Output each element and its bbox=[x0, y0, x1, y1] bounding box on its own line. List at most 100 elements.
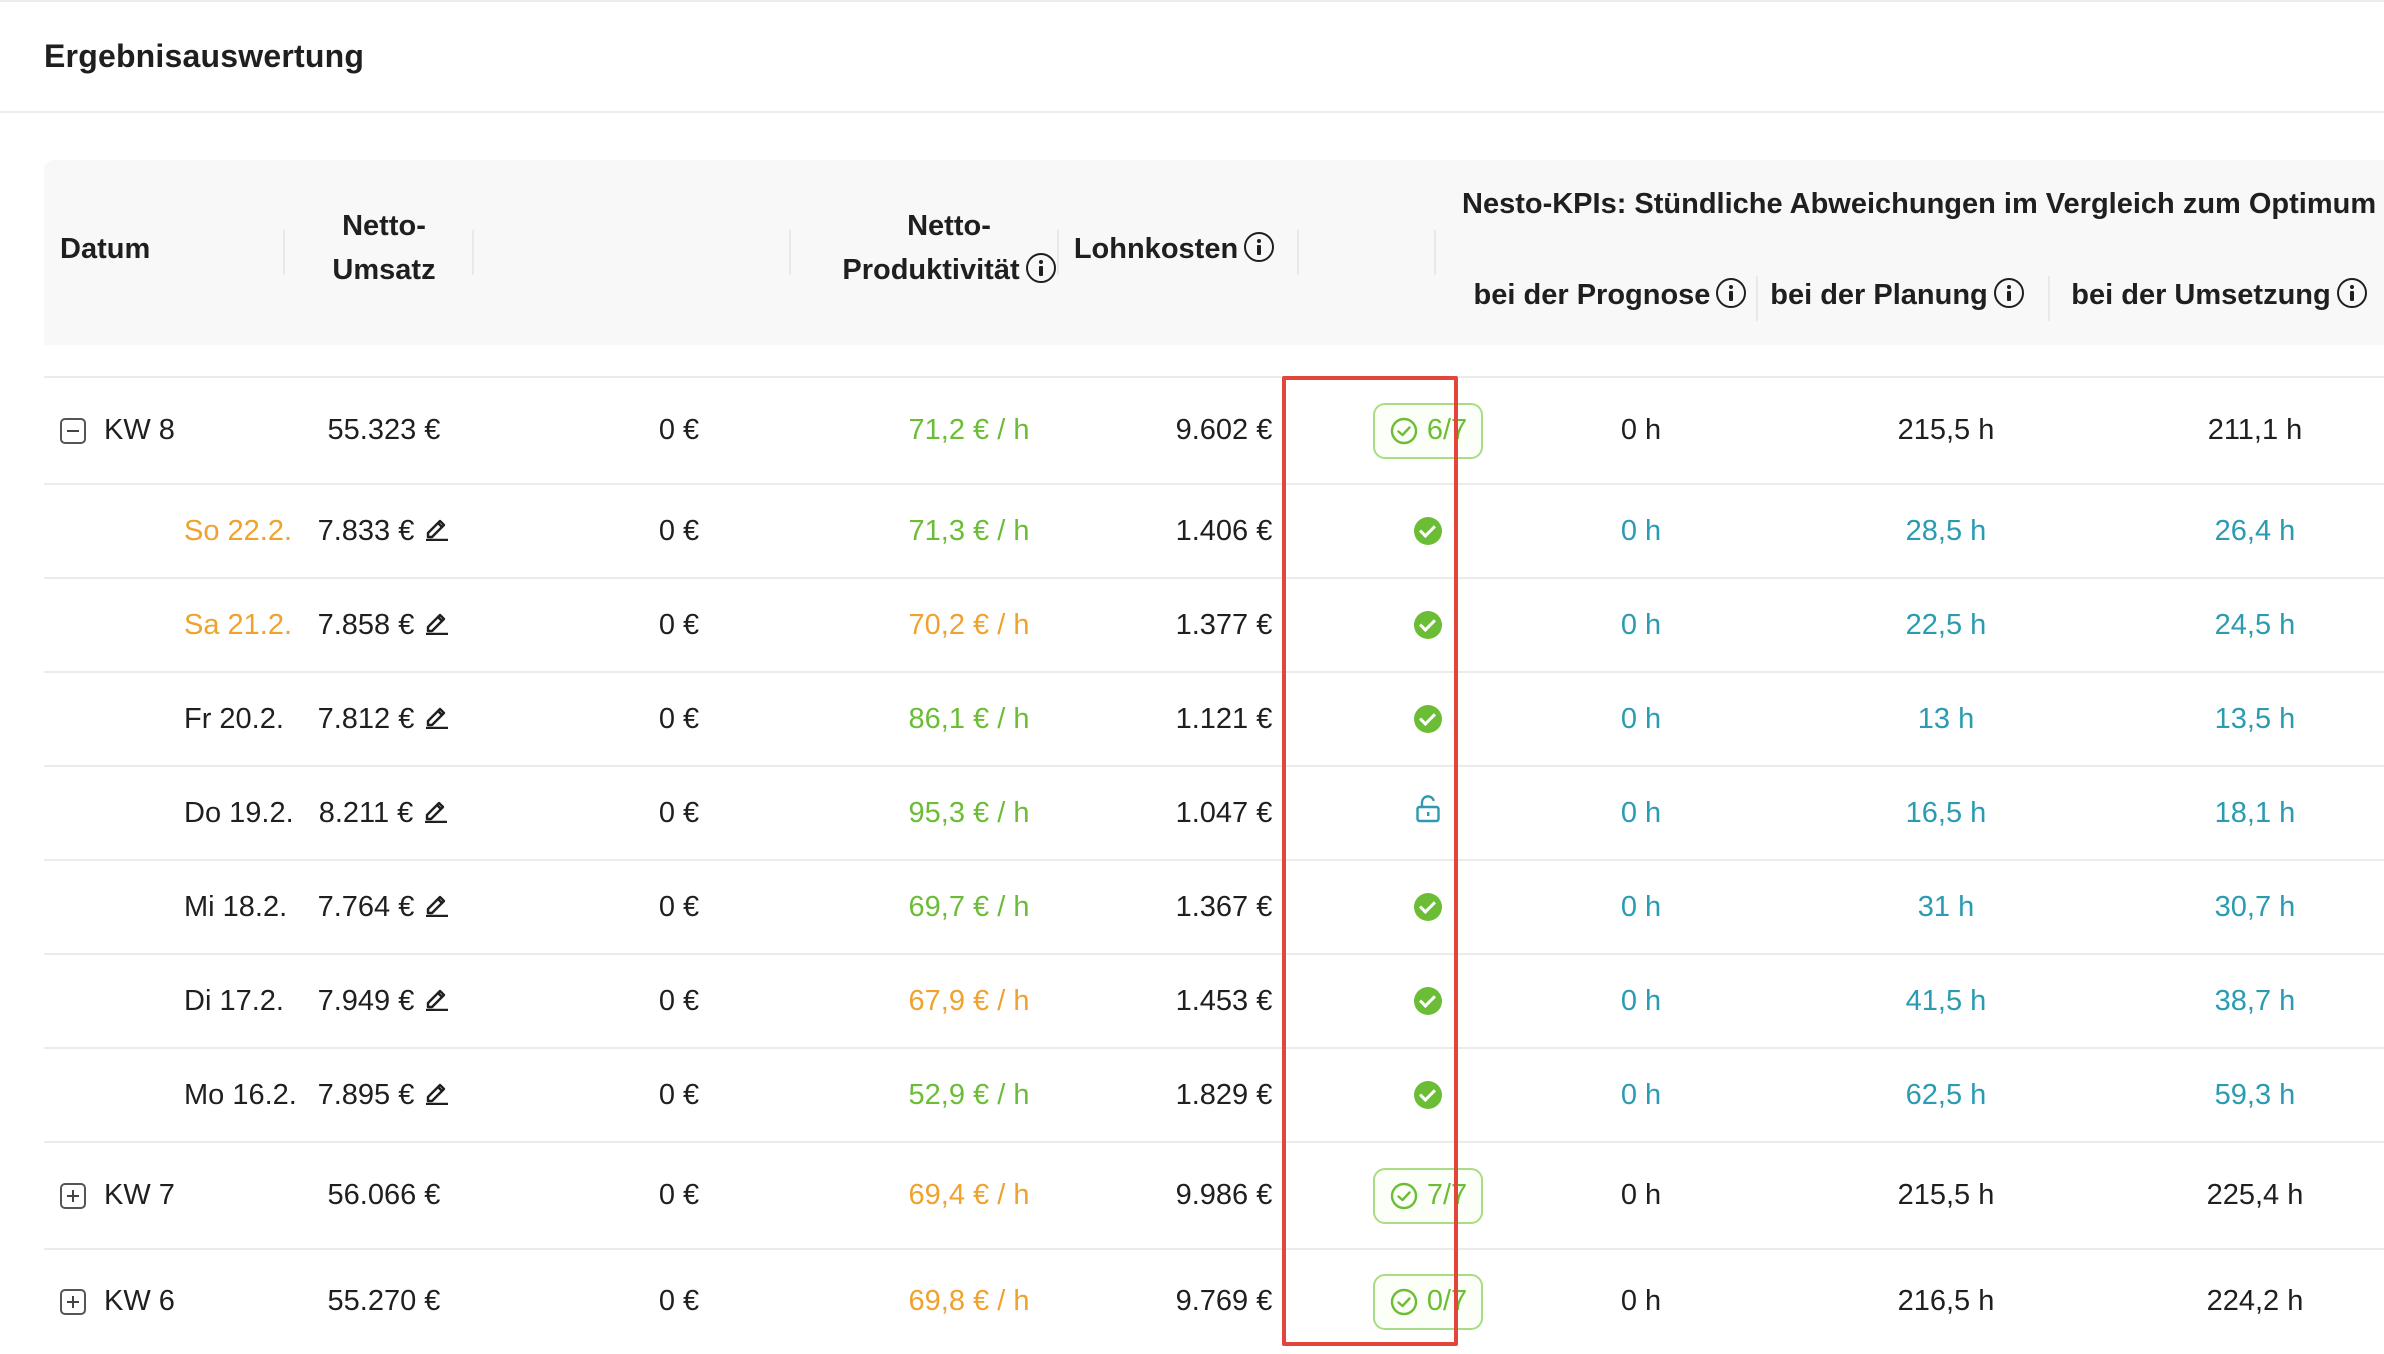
header-umsetzung[interactable]: bei der Umsetzung bbox=[2054, 273, 2384, 317]
kpi-umsetzung-value: 13,5 h bbox=[2110, 673, 2384, 765]
kpi-umsetzung-value: 224,2 h bbox=[2110, 1250, 2384, 1353]
edit-pencil-icon[interactable] bbox=[424, 701, 450, 737]
table-row-day[interactable]: Di 17.2. 7.949 € 0 € 67,9 € / h 1.453 € 0 h 41… bbox=[44, 953, 2384, 1047]
status-badge[interactable]: 6/7 bbox=[1372, 402, 1484, 459]
netto-produktivitaet-value: 52,9 € / h bbox=[824, 1049, 1114, 1141]
netto-produktivitaet-value-text: 69,4 € / h bbox=[908, 1179, 1030, 1211]
kpi-planung-value: 31 h bbox=[1801, 861, 2091, 953]
info-icon[interactable] bbox=[1993, 278, 2024, 308]
row-date: Mi 18.2. bbox=[88, 861, 308, 953]
kpi-umsetzung-value: 30,7 h bbox=[2110, 861, 2384, 953]
lohnkosten-value: 1.829 € bbox=[1079, 1049, 1369, 1141]
kpi-umsetzung-value-text: 18,1 h bbox=[2214, 796, 2296, 829]
kpi-umsetzung-value: 59,3 h bbox=[2110, 1049, 2384, 1141]
kpi-planung-value: 13 h bbox=[1801, 673, 2091, 765]
status-badge[interactable]: 0/7 bbox=[1372, 1273, 1484, 1330]
netto-produktivitaet-value-text: 69,7 € / h bbox=[908, 890, 1030, 923]
edit-pencil-icon[interactable] bbox=[424, 607, 450, 643]
netto-produktivitaet-value-text: 71,2 € / h bbox=[908, 414, 1030, 446]
table-row-week[interactable]: KW 7 56.066 € 0 € 69,4 € / h 9.986 € 7/7 0 h 21… bbox=[44, 1141, 2384, 1248]
netto-umsatz-value[interactable]: 7.858 € bbox=[284, 579, 484, 671]
row-date-text: So 22.2. bbox=[184, 514, 293, 547]
status-badge-text: 0/7 bbox=[1426, 1285, 1468, 1317]
table-row-day[interactable]: Mi 18.2. 7.764 € 0 € 69,7 € / h 1.367 € 0 h 31… bbox=[44, 859, 2384, 953]
header-planung[interactable]: bei der Planung bbox=[1762, 273, 2032, 317]
edit-pencil-icon[interactable] bbox=[424, 889, 450, 925]
secondary-value-text: 0 € bbox=[658, 984, 700, 1017]
header-separator bbox=[1434, 230, 1436, 275]
netto-umsatz-value-text: 7.833 € bbox=[317, 514, 415, 547]
table-header: Datum Netto- Umsatz Netto- Produktivität… bbox=[44, 160, 2384, 345]
table-row-day[interactable]: Mo 16.2. 7.895 € 0 € 52,9 € / h 1.829 € 0 h 62… bbox=[44, 1047, 2384, 1141]
kpi-umsetzung-value: 38,7 h bbox=[2110, 955, 2384, 1047]
unlock-icon[interactable] bbox=[1414, 794, 1442, 832]
expand-icon[interactable] bbox=[60, 1182, 86, 1209]
header-netto-umsatz[interactable]: Netto- Umsatz bbox=[284, 204, 484, 292]
row-date-text: Mo 16.2. bbox=[184, 1078, 297, 1111]
kpi-umsetzung-value-text: 211,1 h bbox=[2207, 414, 2303, 446]
header-umsetzung-label: bei der Umsetzung bbox=[2071, 279, 2331, 311]
kpi-prognose-value: 0 h bbox=[1496, 378, 1786, 483]
status-cell bbox=[1286, 485, 1570, 577]
kpi-planung-value-text: 216,5 h bbox=[1897, 1285, 1995, 1317]
table-row-week[interactable]: KW 6 55.270 € 0 € 69,8 € / h 9.769 € 0/7 0 h 21… bbox=[44, 1248, 2384, 1353]
page-header: Ergebnisauswertung bbox=[0, 0, 2384, 113]
kpi-planung-value-text: 41,5 h bbox=[1905, 984, 1987, 1017]
edit-pencil-icon[interactable] bbox=[424, 1077, 450, 1113]
info-icon[interactable] bbox=[1244, 232, 1275, 262]
secondary-value-text: 0 € bbox=[658, 514, 700, 547]
kpi-prognose-value: 0 h bbox=[1496, 1049, 1786, 1141]
collapse-icon[interactable] bbox=[60, 417, 86, 444]
kpi-umsetzung-value-text: 38,7 h bbox=[2214, 984, 2296, 1017]
info-icon[interactable] bbox=[1716, 278, 1747, 308]
kpi-prognose-value: 0 h bbox=[1496, 579, 1786, 671]
page-title: Ergebnisauswertung bbox=[44, 38, 365, 74]
table-row-day[interactable]: Do 19.2. 8.211 € 0 € 95,3 € / h 1.047 € 0 h 16… bbox=[44, 765, 2384, 859]
info-icon[interactable] bbox=[2336, 278, 2367, 308]
netto-umsatz-value-text: 56.066 € bbox=[327, 1179, 441, 1211]
kpi-planung-value: 22,5 h bbox=[1801, 579, 2091, 671]
netto-produktivitaet-value-text: 71,3 € / h bbox=[908, 514, 1030, 547]
header-separator bbox=[1756, 276, 1758, 321]
edit-pencil-icon[interactable] bbox=[423, 795, 449, 831]
netto-umsatz-value[interactable]: 7.812 € bbox=[284, 673, 484, 765]
edit-pencil-icon[interactable] bbox=[424, 983, 450, 1019]
lohnkosten-value: 9.602 € bbox=[1079, 378, 1369, 483]
header-lohnkosten[interactable]: Lohnkosten bbox=[1060, 227, 1288, 271]
kpi-prognose-value-text: 0 h bbox=[1620, 984, 1662, 1017]
header-separator bbox=[1297, 230, 1299, 275]
netto-umsatz-value-text: 55.270 € bbox=[327, 1285, 441, 1317]
kpi-umsetzung-value: 26,4 h bbox=[2110, 485, 2384, 577]
kpi-prognose-value: 0 h bbox=[1496, 767, 1786, 859]
netto-umsatz-value[interactable]: 7.833 € bbox=[284, 485, 484, 577]
edit-pencil-icon[interactable] bbox=[424, 513, 450, 549]
netto-umsatz-value[interactable]: 7.895 € bbox=[284, 1049, 484, 1141]
table-row-week[interactable]: KW 8 55.323 € 0 € 71,2 € / h 9.602 € 6/7 0 h 21… bbox=[44, 376, 2384, 483]
lohnkosten-value-text: 1.047 € bbox=[1175, 796, 1273, 829]
status-cell bbox=[1286, 673, 1570, 765]
netto-umsatz-value[interactable]: 7.949 € bbox=[284, 955, 484, 1047]
status-badge[interactable]: 7/7 bbox=[1372, 1167, 1484, 1224]
table-row-day[interactable]: Fr 20.2. 7.812 € 0 € 86,1 € / h 1.121 € 0 h 13… bbox=[44, 671, 2384, 765]
header-separator bbox=[1057, 230, 1059, 275]
netto-umsatz-value[interactable]: 7.764 € bbox=[284, 861, 484, 953]
netto-umsatz-value: 55.270 € bbox=[284, 1250, 484, 1353]
table-row-day[interactable]: Sa 21.2. 7.858 € 0 € 70,2 € / h 1.377 € 0 h 22… bbox=[44, 577, 2384, 671]
header-prognose[interactable]: bei der Prognose bbox=[1440, 273, 1780, 317]
lohnkosten-value-text: 9.986 € bbox=[1175, 1179, 1273, 1211]
netto-umsatz-value[interactable]: 8.211 € bbox=[284, 767, 484, 859]
row-date: Di 17.2. bbox=[88, 955, 308, 1047]
kpi-prognose-value-text: 0 h bbox=[1620, 514, 1662, 547]
netto-produktivitaet-value: 69,4 € / h bbox=[824, 1143, 1114, 1248]
header-lohnkosten-label: Lohnkosten bbox=[1073, 233, 1239, 265]
kpi-prognose-value-text: 0 h bbox=[1620, 1078, 1662, 1111]
header-netto-produktivitaet[interactable]: Netto- Produktivität bbox=[804, 204, 1094, 292]
info-icon[interactable] bbox=[1025, 253, 1056, 283]
table-row-day[interactable]: So 22.2. 7.833 € 0 € 71,3 € / h 1.406 € 0 h 28… bbox=[44, 483, 2384, 577]
netto-produktivitaet-value: 69,7 € / h bbox=[824, 861, 1114, 953]
kpi-planung-value-text: 22,5 h bbox=[1905, 608, 1987, 641]
secondary-value-text: 0 € bbox=[658, 702, 700, 735]
secondary-value: 0 € bbox=[544, 485, 814, 577]
expand-icon[interactable] bbox=[60, 1288, 86, 1315]
header-datum[interactable]: Datum bbox=[60, 233, 151, 265]
